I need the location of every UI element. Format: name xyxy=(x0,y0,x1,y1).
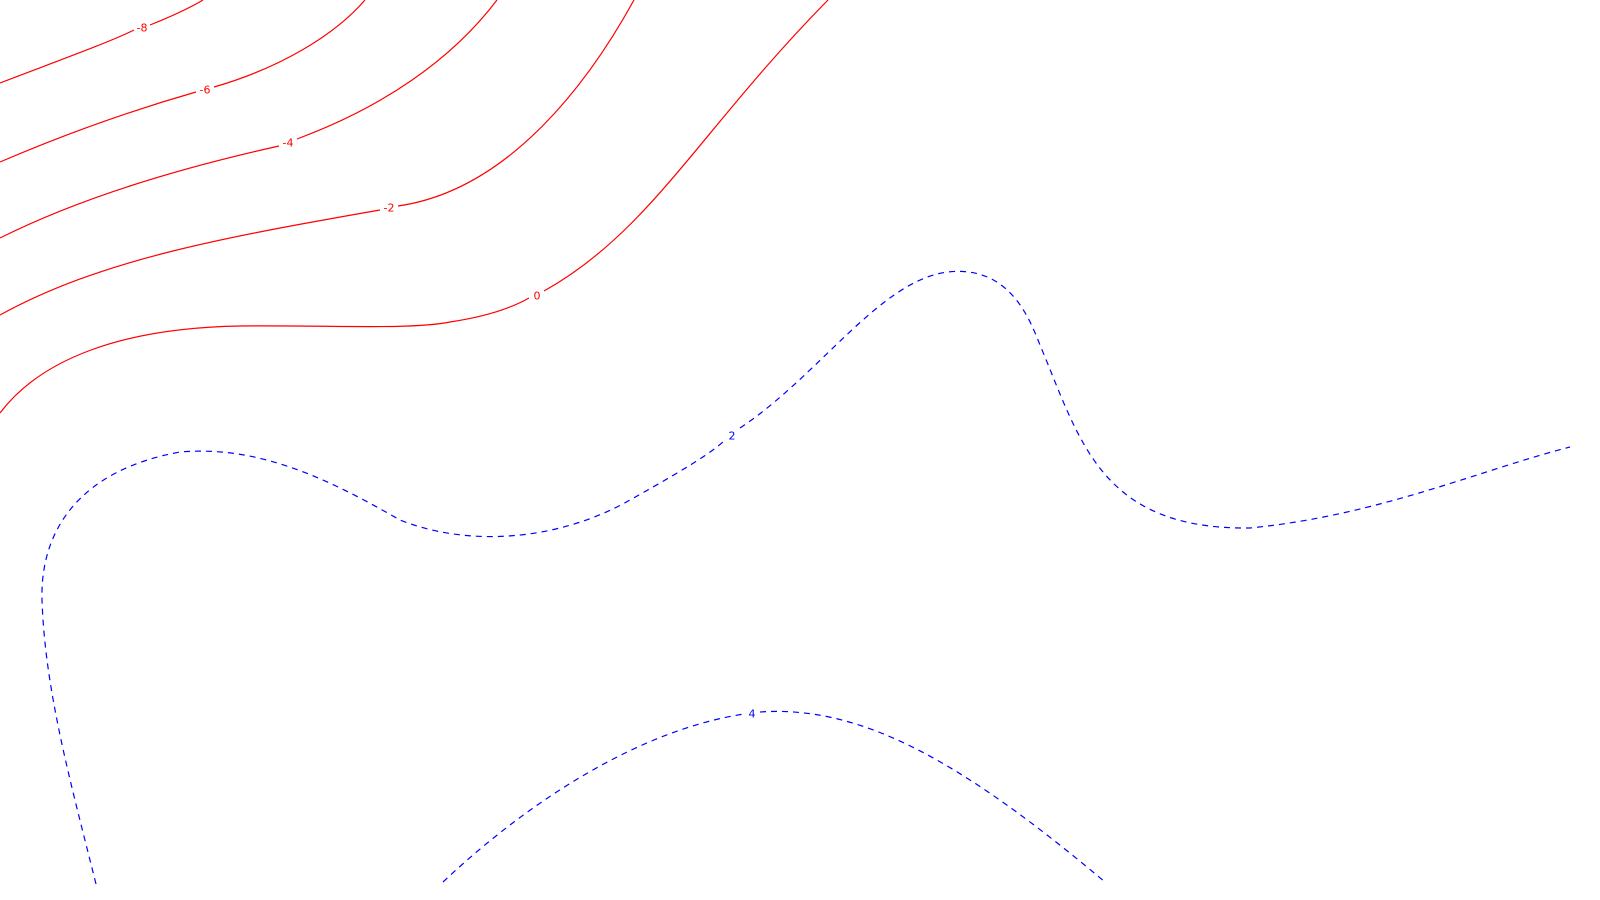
contour-line-segment xyxy=(296,0,498,140)
contour-level-4: 4 xyxy=(442,708,1106,883)
contour-line-segment xyxy=(41,440,725,885)
contour-label: 4 xyxy=(749,708,756,721)
contour-level-0: 0 xyxy=(0,0,829,414)
contour-line-segment xyxy=(149,0,204,26)
contour-line-segment xyxy=(397,0,635,207)
contour-label: -2 xyxy=(384,202,395,215)
contour-line-segment xyxy=(759,710,1106,883)
contour-line-segment xyxy=(0,297,530,414)
contour-level-neg4: -4 xyxy=(0,0,498,239)
contour-level-neg8: -8 xyxy=(0,0,204,84)
contour-line-segment xyxy=(442,713,745,883)
contour-level-2: 2 xyxy=(41,270,1571,885)
contour-line-segment xyxy=(0,145,280,239)
contour-label: -6 xyxy=(200,84,211,97)
contour-line-segment xyxy=(0,209,381,316)
contour-line-segment xyxy=(0,29,135,84)
contour-label: 2 xyxy=(729,430,736,443)
contour-line-segment xyxy=(0,91,197,163)
contour-label: -4 xyxy=(283,137,294,150)
contour-line-segment xyxy=(739,270,1571,529)
contour-label: -8 xyxy=(137,22,148,35)
contour-level-neg6: -6 xyxy=(0,0,366,163)
contour-label: 0 xyxy=(534,290,541,303)
contour-level-neg2: -2 xyxy=(0,0,635,316)
contour-line-segment xyxy=(213,0,366,88)
contour-line-segment xyxy=(543,0,829,292)
